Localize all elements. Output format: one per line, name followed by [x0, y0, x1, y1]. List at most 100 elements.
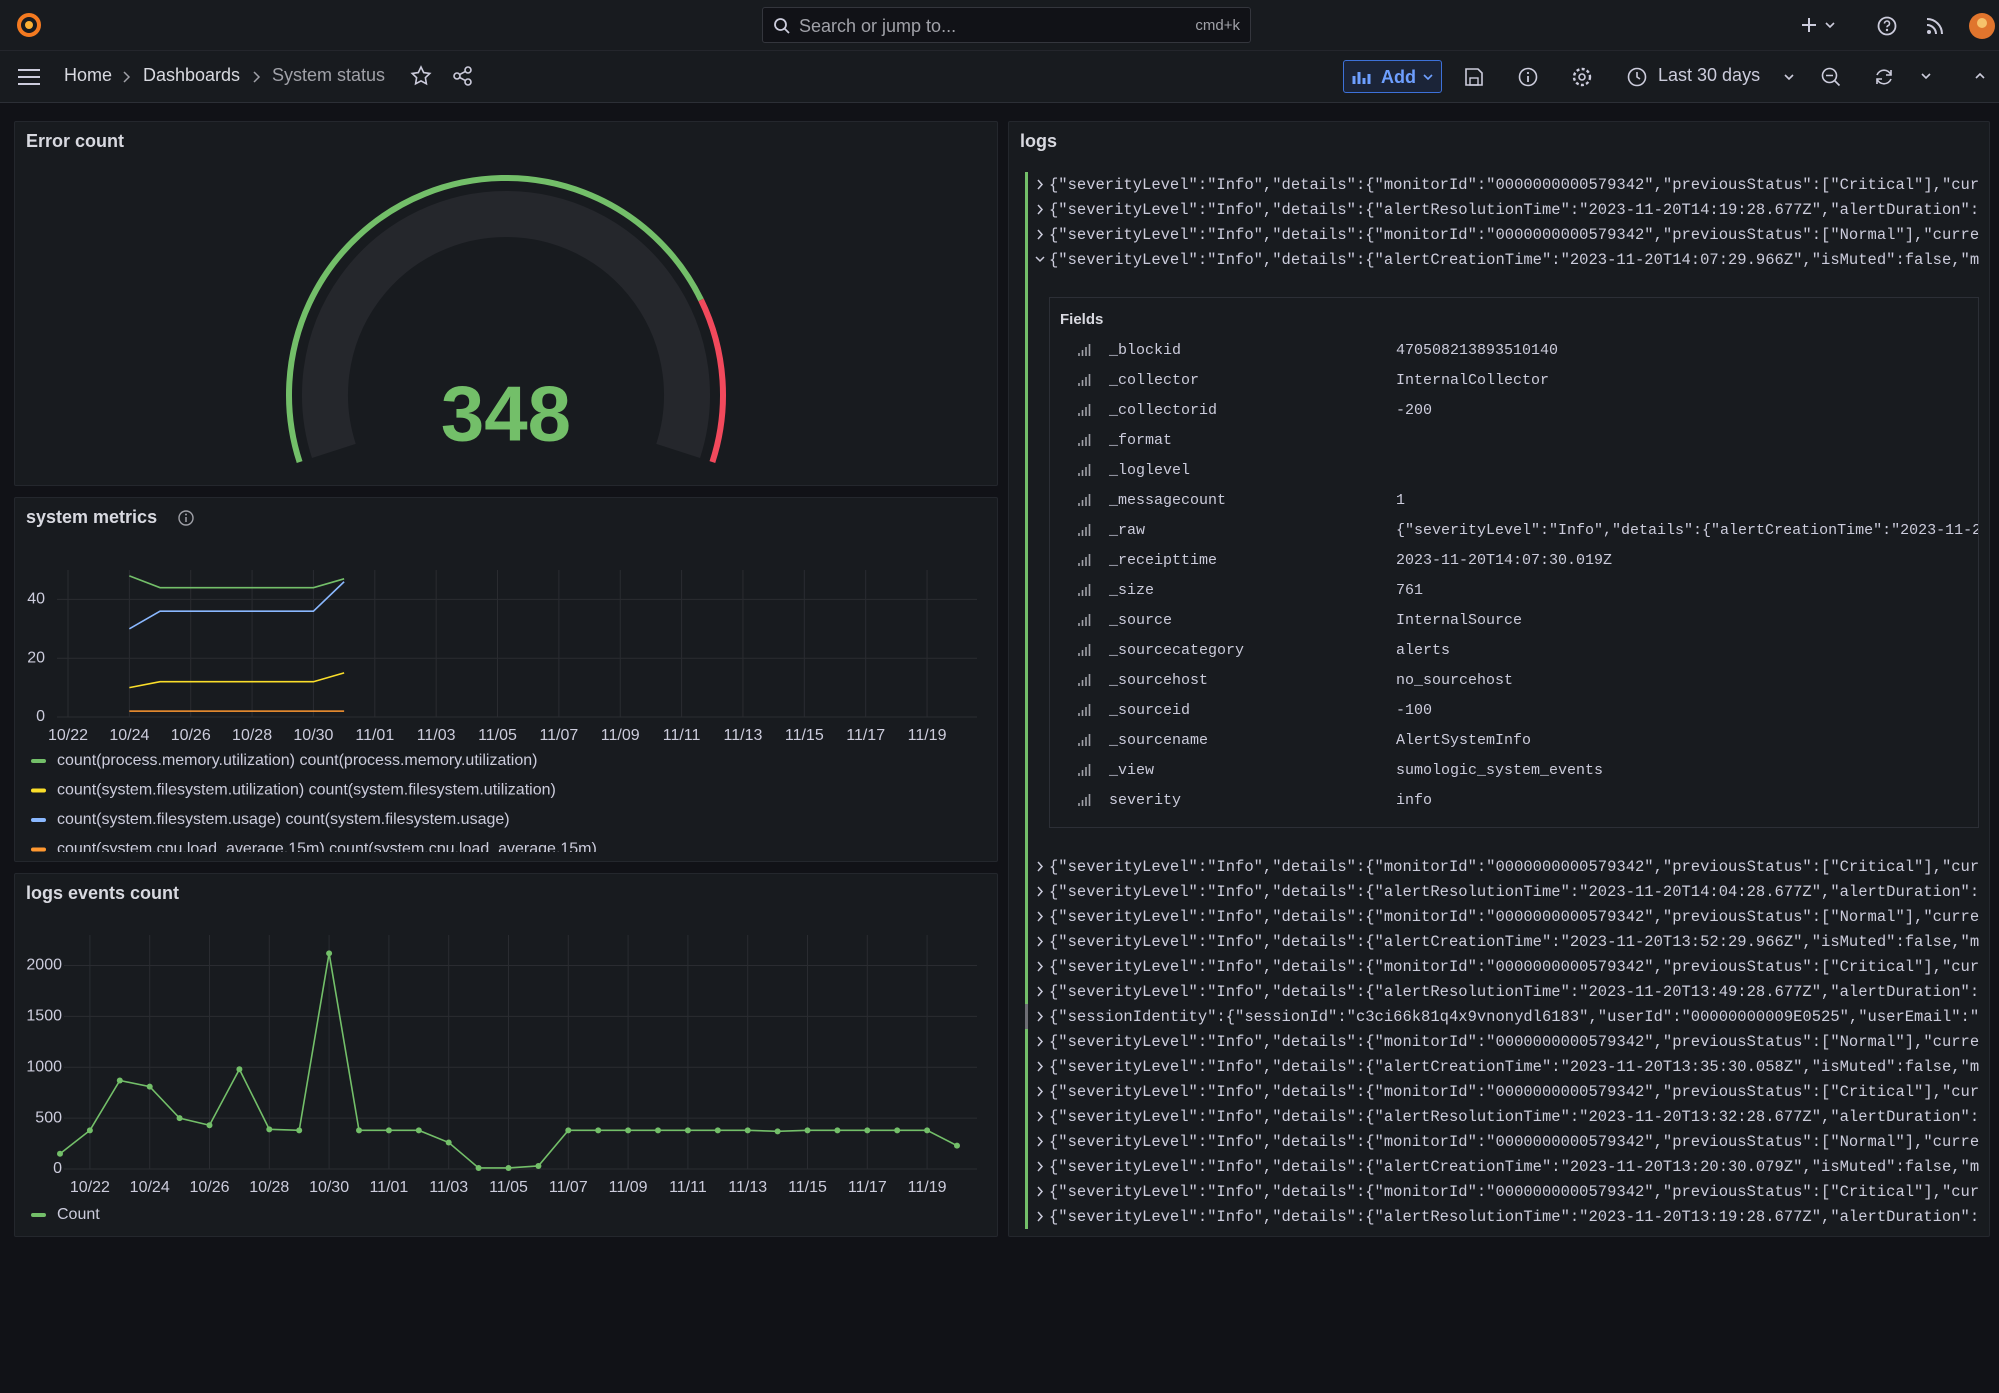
expand-chevron[interactable]: [1028, 197, 1049, 222]
expand-chevron[interactable]: [1028, 904, 1049, 929]
log-line[interactable]: {"severityLevel":"Info","details":{"moni…: [1025, 1079, 1979, 1104]
x-tick-label: 11/07: [549, 1179, 588, 1196]
expand-chevron[interactable]: [1028, 979, 1049, 1004]
field-stats-icon[interactable]: [1077, 673, 1091, 687]
star-button[interactable]: [410, 65, 432, 87]
new-menu[interactable]: [1800, 14, 1840, 36]
data-point: [894, 1127, 901, 1134]
expand-chevron[interactable]: [1028, 1079, 1049, 1104]
time-range[interactable]: Last 30 days: [1658, 65, 1761, 85]
breadcrumb-separator: [253, 71, 261, 83]
field-stats-icon[interactable]: [1077, 523, 1091, 537]
log-line[interactable]: {"severityLevel":"Info","details":{"moni…: [1025, 1029, 1979, 1054]
expand-chevron[interactable]: [1028, 1154, 1049, 1179]
log-level-bar: [1025, 1154, 1028, 1179]
field-row: _view sumologic_system_events: [1050, 755, 1978, 785]
log-line[interactable]: {"sessionIdentity":{"sessionId":"c3ci66k…: [1025, 1004, 1979, 1029]
expand-chevron[interactable]: [1028, 222, 1049, 247]
icon-shape: [1078, 584, 1091, 596]
field-stats-icon[interactable]: [1077, 703, 1091, 717]
log-line[interactable]: {"severityLevel":"Info","details":{"moni…: [1025, 954, 1979, 979]
field-name: _collectorid: [1109, 401, 1218, 419]
log-line[interactable]: {"severityLevel":"Info","details":{"aler…: [1025, 1154, 1979, 1179]
expand-chevron[interactable]: [1028, 1204, 1049, 1229]
settings-button[interactable]: [1571, 66, 1593, 88]
expand-chevron[interactable]: [1028, 1054, 1049, 1079]
field-stats-icon[interactable]: [1077, 433, 1091, 447]
news-icon[interactable]: [1924, 15, 1946, 37]
log-line[interactable]: {"severityLevel":"Info","details":{"moni…: [1025, 222, 1979, 247]
breadcrumb[interactable]: Home: [64, 65, 113, 85]
log-line[interactable]: {"severityLevel":"Info","details":{"aler…: [1025, 929, 1979, 954]
field-stats-icon[interactable]: [1077, 343, 1091, 357]
field-value: InternalCollector: [1396, 371, 1550, 389]
log-text: {"sessionIdentity":{"sessionId":"c3ci66k…: [1049, 1007, 1979, 1026]
chevron-shape: [1037, 1186, 1044, 1197]
field-stats-icon[interactable]: [1077, 643, 1091, 657]
add-button[interactable]: Add: [1343, 60, 1442, 93]
data-point: [625, 1127, 632, 1134]
log-line[interactable]: {"severityLevel":"Info","details":{"moni…: [1025, 1129, 1979, 1154]
log-line[interactable]: {"severityLevel":"Info","details":{"aler…: [1025, 1204, 1979, 1229]
expand-chevron[interactable]: [1028, 954, 1049, 979]
expand-chevron[interactable]: [1028, 1004, 1049, 1029]
expand-chevron[interactable]: [1028, 854, 1049, 879]
expand-chevron[interactable]: [1028, 247, 1049, 272]
x-tick-label: 11/11: [669, 1179, 707, 1196]
x-tick-label: 10/28: [249, 1179, 289, 1196]
data-point: [565, 1127, 572, 1134]
search-box[interactable]: Search or jump to... cmd+k: [762, 7, 1251, 43]
log-line[interactable]: {"severityLevel":"Info","details":{"moni…: [1025, 1179, 1979, 1204]
x-tick-label: 10/22: [70, 1179, 110, 1196]
field-stats-icon[interactable]: [1077, 493, 1091, 507]
collapse-button[interactable]: [1974, 71, 1986, 81]
expand-chevron[interactable]: [1028, 879, 1049, 904]
expand-chevron[interactable]: [1028, 172, 1049, 197]
share-button[interactable]: [452, 65, 474, 87]
zoom-out-button[interactable]: [1820, 66, 1842, 88]
field-stats-icon[interactable]: [1077, 763, 1091, 777]
field-value: {"severityLevel":"Info","details":{"aler…: [1396, 521, 1978, 539]
icon-shape: [1078, 764, 1091, 776]
help-icon[interactable]: [1876, 15, 1898, 37]
grafana-logo[interactable]: [16, 12, 42, 38]
field-stats-icon[interactable]: [1077, 793, 1091, 807]
expand-chevron[interactable]: [1028, 1129, 1049, 1154]
expand-chevron[interactable]: [1028, 1179, 1049, 1204]
log-line[interactable]: {"severityLevel":"Info","details":{"aler…: [1025, 197, 1979, 222]
panel-info-icon[interactable]: [177, 509, 195, 527]
expand-chevron[interactable]: [1028, 1029, 1049, 1054]
chevron-shape: [1035, 256, 1045, 263]
log-line[interactable]: {"severityLevel":"Info","details":{"moni…: [1025, 172, 1979, 197]
time-picker[interactable]: [1626, 63, 1801, 91]
user-avatar[interactable]: [1968, 12, 1996, 40]
info-button[interactable]: [1517, 66, 1539, 88]
y-tick-label: 0: [36, 708, 45, 725]
log-line[interactable]: {"severityLevel":"Info","details":{"aler…: [1025, 247, 1979, 272]
field-stats-icon[interactable]: [1077, 403, 1091, 417]
field-stats-icon[interactable]: [1077, 613, 1091, 627]
log-line[interactable]: {"severityLevel":"Info","details":{"moni…: [1025, 854, 1979, 879]
log-line[interactable]: {"severityLevel":"Info","details":{"aler…: [1025, 1104, 1979, 1129]
field-stats-icon[interactable]: [1077, 583, 1091, 597]
legend-swatch: [31, 759, 46, 763]
log-line[interactable]: {"severityLevel":"Info","details":{"moni…: [1025, 904, 1979, 929]
refresh-button[interactable]: [1873, 66, 1895, 88]
log-line[interactable]: {"severityLevel":"Info","details":{"aler…: [1025, 1054, 1979, 1079]
log-line[interactable]: {"severityLevel":"Info","details":{"aler…: [1025, 979, 1979, 1004]
field-stats-icon[interactable]: [1077, 463, 1091, 477]
field-stats-icon[interactable]: [1077, 733, 1091, 747]
breadcrumb[interactable]: Dashboards: [143, 65, 241, 85]
field-stats-icon[interactable]: [1077, 373, 1091, 387]
panel-title: logs events count: [26, 883, 180, 903]
save-button[interactable]: [1463, 66, 1485, 88]
data-point: [356, 1127, 362, 1134]
log-line[interactable]: {"severityLevel":"Info","details":{"aler…: [1025, 879, 1979, 904]
expand-chevron[interactable]: [1028, 929, 1049, 954]
expand-chevron[interactable]: [1028, 1104, 1049, 1129]
refresh-caret[interactable]: [1920, 71, 1932, 81]
gauge-track: [302, 191, 710, 458]
menu-toggle[interactable]: [16, 66, 42, 88]
log-level-bar: [1025, 1004, 1028, 1029]
field-stats-icon[interactable]: [1077, 553, 1091, 567]
